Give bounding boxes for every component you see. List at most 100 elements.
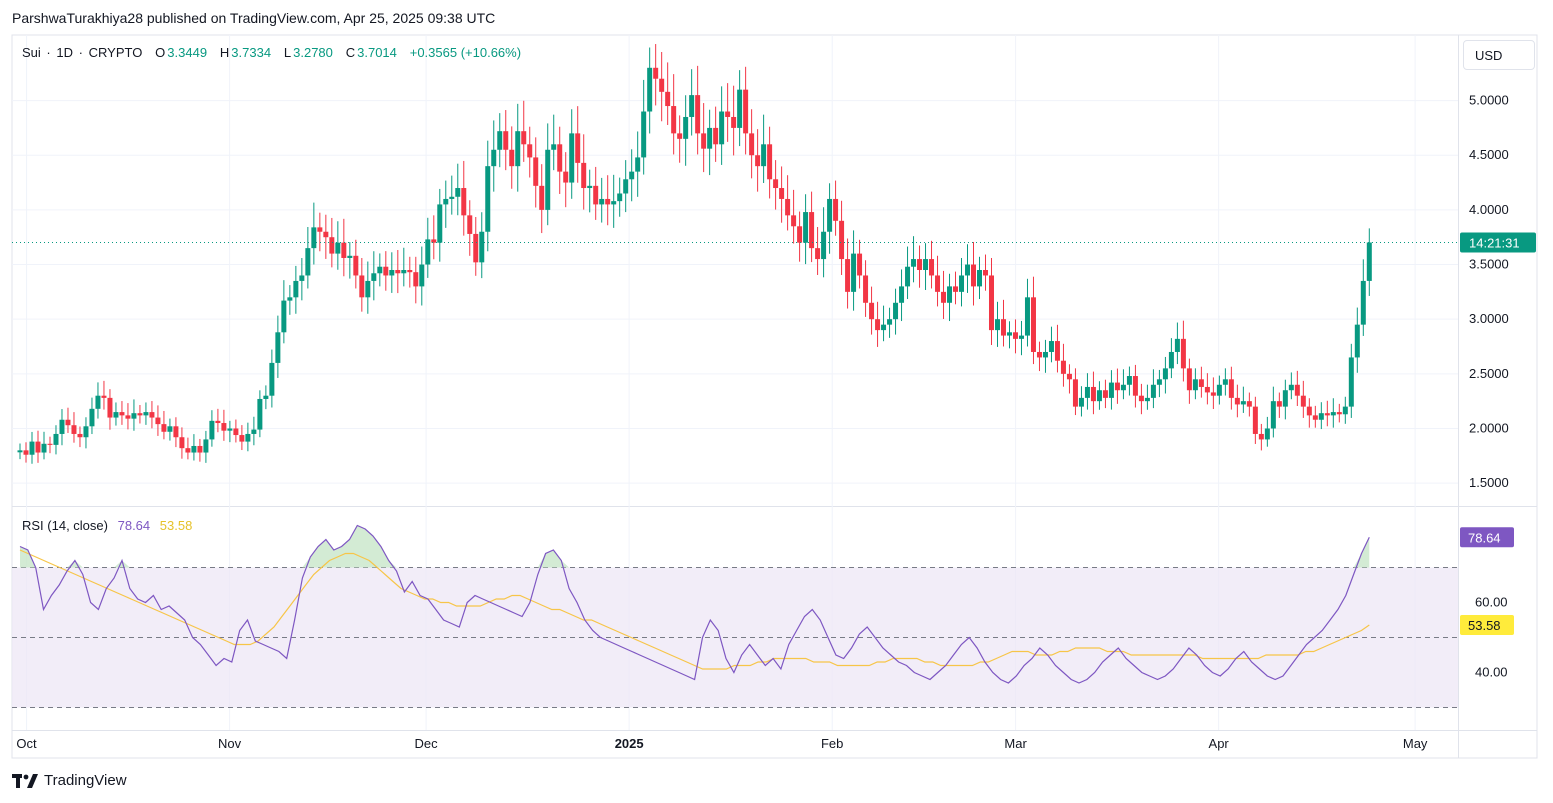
candle-body (569, 133, 575, 183)
candle-body (1096, 390, 1102, 402)
legend-close-value: 3.7014 (357, 45, 397, 60)
candle-body (1276, 401, 1282, 407)
candle-body (1318, 413, 1324, 420)
candle-body (689, 95, 695, 117)
candle-body (1222, 379, 1228, 385)
candle-body (143, 412, 149, 416)
candle-body (233, 428, 239, 436)
candle-body (1054, 341, 1060, 361)
candle-body (905, 266, 911, 287)
candle-body (1168, 351, 1174, 369)
time-tick-label: Mar (1004, 736, 1027, 751)
rsi-overbought-fill (20, 525, 1370, 568)
legend-interval[interactable]: 1D (56, 45, 74, 60)
candle-body (377, 266, 383, 274)
tradingview-brand[interactable]: TradingView (12, 772, 127, 789)
candle-body (1180, 338, 1186, 369)
candle-body (1348, 357, 1354, 407)
rsi-legend-value: 78.64 (117, 518, 151, 533)
candle-body (1210, 392, 1216, 396)
candle-body (665, 91, 671, 107)
candle-body (329, 237, 335, 254)
rsi-legend-ma-value: 53.58 (159, 518, 193, 533)
price-tick-label: 1.5000 (1469, 475, 1509, 490)
candle-body (707, 127, 713, 149)
candle-body (155, 417, 161, 425)
chart-frame (11, 34, 1538, 759)
candle-body (1072, 379, 1078, 407)
price-tick-label: 2.5000 (1469, 366, 1509, 381)
candle-body (317, 227, 323, 232)
candle-body (185, 448, 191, 453)
candle-body (191, 445, 197, 453)
time-tick-label: Nov (218, 736, 242, 751)
candle-body (851, 253, 857, 292)
rsi-line (19, 524, 1370, 684)
candle-body (779, 188, 785, 199)
candle-body (1234, 397, 1240, 405)
legend-change: +0.3565 (+10.66%) (409, 45, 522, 60)
time-tick-label: May (1403, 736, 1428, 751)
candle-body (215, 420, 221, 424)
candle-body (1042, 351, 1048, 358)
legend-low-label: L (283, 45, 292, 60)
candle-body (1084, 386, 1090, 398)
candle-body (95, 395, 101, 409)
candle-body (305, 248, 311, 276)
candle-body (749, 133, 755, 156)
candle-body (89, 408, 95, 427)
legend-open-label: O (155, 45, 166, 60)
candle-body (1078, 397, 1084, 407)
candle-body (929, 259, 935, 276)
candle-body (617, 193, 623, 202)
candle-body (575, 133, 581, 163)
candle-body (419, 264, 425, 287)
candle-body (1036, 351, 1042, 358)
candle-body (197, 445, 203, 453)
candle-body (1216, 384, 1222, 396)
currency-button[interactable]: USD (1463, 40, 1535, 70)
candle-body (737, 89, 743, 128)
candle-body (401, 270, 407, 274)
legend-symbol[interactable]: Sui (22, 45, 41, 60)
candle-body (383, 266, 389, 276)
candle-body (1354, 324, 1360, 358)
price-tick-label: 5.0000 (1469, 93, 1509, 108)
candle-body (251, 429, 257, 434)
candle-body (455, 188, 461, 197)
candle-body (125, 415, 131, 419)
candle-body (1324, 413, 1330, 416)
candle-body (1282, 390, 1288, 407)
candle-body (341, 242, 347, 258)
candle-body (875, 319, 881, 331)
time-tick-label: 2025 (615, 736, 644, 751)
candle-body (761, 144, 767, 167)
candle-body (359, 275, 365, 298)
candle-body (515, 131, 521, 167)
candle-body (209, 420, 215, 440)
candle-body (1264, 428, 1270, 440)
legend-low-value: 3.2780 (293, 45, 333, 60)
candle-body (365, 280, 371, 298)
candle-body (701, 133, 707, 149)
time-tick-label: Apr (1209, 736, 1230, 751)
candle-body (1240, 401, 1246, 405)
candle-body (1336, 412, 1342, 415)
price-tick-label: 3.0000 (1469, 311, 1509, 326)
candle-body (881, 324, 887, 331)
candle-body (281, 300, 287, 333)
candle-body (323, 231, 329, 238)
candle-body (827, 198, 833, 232)
candle-body (1120, 384, 1126, 391)
candle-body (587, 185, 593, 189)
candle-body (683, 116, 689, 139)
candle-body (785, 198, 791, 216)
rsi-tick-label: 60.00 (1475, 595, 1508, 610)
candle-body (173, 426, 179, 438)
rsi-ma-tag (1460, 614, 1514, 635)
rsi-legend[interactable]: RSI (14, close) 78.64 53.58 (22, 518, 192, 533)
candle-body (641, 111, 647, 158)
candle-body (137, 413, 143, 416)
candle-body (449, 196, 455, 199)
